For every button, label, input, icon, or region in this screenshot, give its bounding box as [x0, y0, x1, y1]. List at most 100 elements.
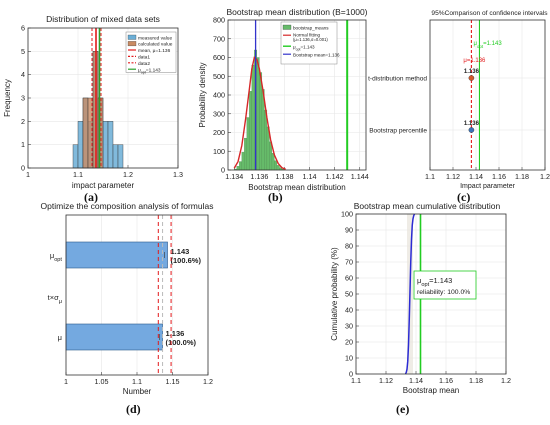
- c-xtick-label: 1.12: [446, 172, 460, 181]
- panel-label-e: (e): [396, 402, 410, 416]
- e-annotation-text: μopt=1.143: [417, 276, 452, 288]
- a-measured-bar: [107, 121, 114, 169]
- b-hist-bar: [259, 72, 263, 171]
- a-ylabel: Frequency: [3, 79, 12, 117]
- b-normal-fit-line: [233, 56, 286, 170]
- b-axes-frame: [227, 19, 367, 171]
- e-axes-frame: [355, 213, 507, 375]
- d-bar-label: 1.136: [166, 329, 185, 338]
- d-xtick-label: 1.05: [95, 377, 109, 386]
- b-hist-bar: [251, 64, 255, 171]
- e-ytick-label: 10: [345, 354, 353, 363]
- a-legend-label: mean, μ=1.136: [138, 48, 171, 54]
- d-bar: [65, 323, 163, 351]
- c-point-label: 1.136: [464, 69, 480, 75]
- b-ytick-label: 800: [213, 16, 225, 25]
- c-category-label: Bootstrap percentile: [369, 128, 427, 135]
- a-measured-bar: [72, 144, 79, 169]
- panel-label-b: (b): [268, 190, 283, 204]
- c-mu-label: μ=1.136: [463, 58, 486, 64]
- panel-label-d: (d): [126, 402, 141, 416]
- c-xtick-label: 1.18: [515, 172, 529, 181]
- a-ytick-label: 3: [21, 94, 25, 103]
- a-xtick-label: 1.1: [73, 170, 83, 179]
- panel-label-a: (a): [84, 190, 98, 204]
- c-point-label: 1.136: [464, 121, 480, 127]
- b-xtick-label: 1.134: [225, 172, 243, 181]
- d-title: Optimize the composition analysis of for…: [41, 201, 214, 211]
- a-legend-label: measured value: [138, 35, 172, 41]
- a-xlabel: impact parameter: [72, 181, 135, 190]
- e-ytick-label: 70: [345, 258, 353, 267]
- e-xtick-label: 1.2: [501, 376, 511, 385]
- e-ytick-label: 30: [345, 322, 353, 331]
- a-legend-swatch: [127, 34, 137, 40]
- b-ytick-label: 300: [213, 109, 225, 118]
- c-xtick-label: 1.14: [469, 172, 483, 181]
- a-axes-frame: [27, 27, 179, 169]
- c-point: [468, 127, 475, 133]
- b-ytick-label: 200: [213, 128, 225, 137]
- a-ytick-label: 2: [21, 117, 25, 126]
- panel-label-c: (c): [457, 190, 471, 204]
- b-ytick-label: 400: [213, 91, 225, 100]
- b-ytick-label: 700: [213, 34, 225, 43]
- b-hist-bar: [276, 165, 280, 171]
- a-measured-bar: [112, 144, 119, 169]
- c-point: [468, 75, 475, 81]
- e-title: Bootstrap mean cumulative distribution: [354, 201, 501, 211]
- d-xtick-label: 1.2: [203, 377, 213, 386]
- e-xtick-label: 1.18: [469, 376, 483, 385]
- a-xtick-label: 1.2: [123, 170, 133, 179]
- b-hist-bar: [274, 160, 278, 171]
- c-category-label: t-distribution method: [368, 76, 427, 83]
- b-xtick-label: 1.142: [326, 172, 344, 181]
- a-measured-bar: [117, 144, 124, 169]
- e-xtick-label: 1.14: [409, 376, 423, 385]
- a-xtick-label: 1: [26, 170, 30, 179]
- b-ytick-label: 0: [221, 166, 225, 175]
- e-xtick-label: 1.12: [379, 376, 393, 385]
- a-ytick-label: 4: [21, 70, 25, 79]
- a-legend-label: data2: [138, 61, 150, 67]
- e-ytick-label: 20: [345, 338, 353, 347]
- b-hist-bar: [244, 137, 247, 171]
- e-annotation-text: reliability: 100.0%: [417, 289, 470, 296]
- b-title: Bootstrap mean distribution (B=1000): [226, 7, 367, 17]
- e-xlabel: Bootstrap mean: [403, 386, 459, 395]
- b-legend-label: bootstrap_means: [293, 25, 329, 30]
- a-title: Distribution of mixed data sets: [46, 14, 160, 24]
- d-category-label: μopt: [50, 251, 63, 263]
- c-xlabel: Impact parameter: [460, 183, 516, 190]
- c-xtick-label: 1.16: [492, 172, 506, 181]
- b-hist-bar: [246, 117, 250, 171]
- b-legend-label: (μ=1.136,σ=0.001): [293, 37, 328, 42]
- b-xtick-label: 1.144: [351, 172, 369, 181]
- a-xtick-label: 1.3: [173, 170, 183, 179]
- b-ytick-label: 100: [213, 147, 225, 156]
- a-legend-label: data1: [138, 55, 150, 61]
- c-xtick-label: 1.2: [540, 172, 550, 181]
- b-ytick-label: 500: [213, 72, 225, 81]
- b-legend-swatch: [282, 24, 292, 30]
- b-ylabel: Probability density: [198, 63, 207, 128]
- b-hist-bar: [241, 152, 245, 171]
- e-xtick-label: 1.1: [351, 376, 361, 385]
- e-ytick-label: 60: [345, 274, 353, 283]
- b-xtick-label: 1.136: [250, 172, 268, 181]
- e-ytick-label: 0: [349, 370, 353, 379]
- d-xtick-label: 1.1: [132, 377, 142, 386]
- a-ytick-label: 5: [21, 47, 25, 56]
- b-legend-label: Normal fitting: [293, 32, 321, 37]
- b-legend-label: Bootstrap mean=1.136: [293, 52, 340, 57]
- b-ytick-label: 600: [213, 53, 225, 62]
- d-bar-percent: (100.6%): [171, 256, 202, 265]
- b-xtick-label: 1.14: [303, 172, 317, 181]
- e-cdf-line: [404, 213, 416, 375]
- a-measured-bar: [102, 121, 109, 169]
- e-xtick-label: 1.16: [439, 376, 453, 385]
- d-xlabel: Number: [123, 387, 152, 396]
- d-bar: [65, 241, 168, 269]
